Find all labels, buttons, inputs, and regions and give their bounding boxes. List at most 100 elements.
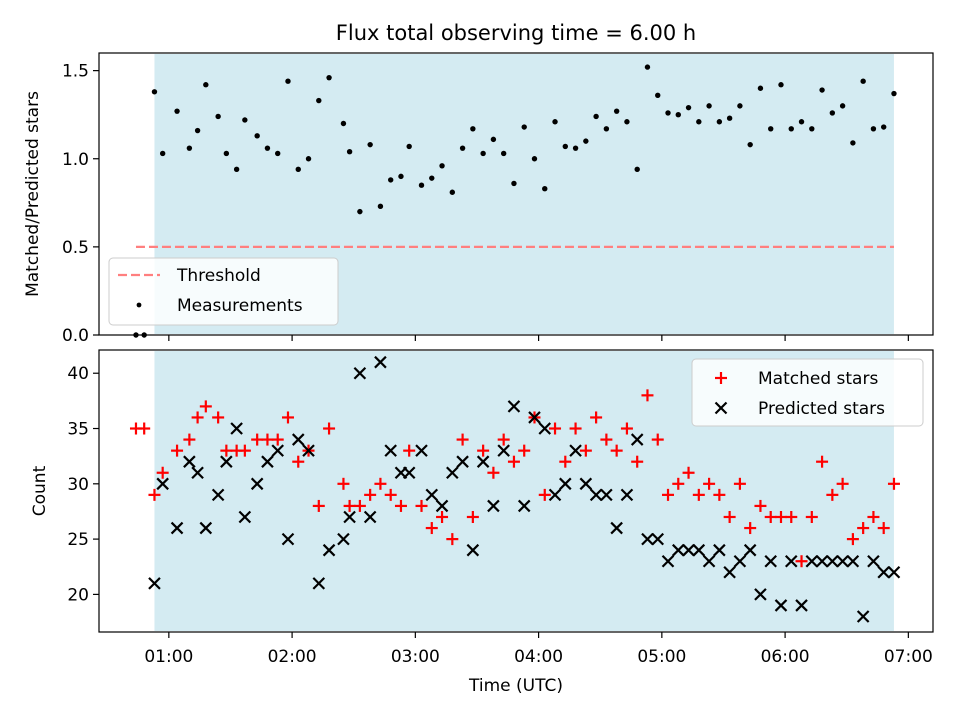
measurement-point — [159, 150, 166, 157]
predicted-star-point — [517, 499, 531, 513]
matched-star-point — [590, 411, 603, 424]
measurement-point — [788, 126, 794, 132]
predicted-star-point — [887, 566, 901, 579]
predicted-star-point — [322, 543, 336, 557]
matched-star-point — [487, 466, 500, 479]
measurement-point — [613, 108, 620, 114]
matched-star-point — [651, 433, 664, 446]
measurement-point — [634, 166, 640, 173]
predicted-star-point — [672, 543, 685, 557]
predicted-star-point — [856, 610, 870, 623]
matched-star-point — [337, 477, 350, 490]
measurement-point — [194, 127, 201, 134]
matched-star-point — [610, 444, 623, 457]
measurement-point — [186, 145, 193, 151]
measurement-point — [880, 124, 887, 130]
matched-star-point — [251, 433, 264, 446]
matched-star-point — [682, 466, 695, 479]
measurement-point — [870, 126, 877, 132]
predicted-star-point — [425, 488, 439, 502]
measurement-point — [655, 92, 661, 99]
predicted-star-point — [446, 466, 459, 480]
measurement-point — [326, 74, 332, 81]
matched-star-point — [672, 477, 685, 490]
matched-star-point — [692, 488, 705, 501]
matched-star-point — [477, 444, 490, 457]
predicted-star-point — [487, 499, 500, 513]
matched-star-point — [292, 455, 305, 468]
predicted-legend-label: Predicted stars — [758, 399, 885, 419]
predicted-legend-marker — [714, 401, 728, 415]
measurement-point — [726, 115, 733, 121]
measurement-point — [542, 186, 548, 192]
predicted-star-point — [559, 477, 572, 491]
measurement-point — [829, 110, 836, 116]
matched-star-point — [312, 499, 325, 512]
ratio-panel-legend: Threshold Measurements — [108, 257, 339, 326]
count-y-tick-label: 40 — [67, 364, 89, 384]
predicted-star-point — [384, 444, 397, 457]
predicted-star-point — [774, 599, 788, 612]
predicted-star-point — [589, 488, 603, 502]
ratio-panel: 0.0 0.5 1.0 1.5 Matched/Predicted stars Thr… — [23, 52, 934, 346]
predicted-star-point — [784, 554, 798, 568]
matched-star-point — [518, 444, 531, 457]
predicted-star-point — [148, 577, 161, 590]
predicted-star-point — [281, 532, 295, 546]
matched-star-point — [641, 389, 654, 402]
count-x-tick-label: 05:00 — [637, 647, 686, 667]
count-y-tick-label: 30 — [67, 475, 89, 495]
measurement-point — [406, 143, 412, 150]
ratio-y-tick-label: 0.5 — [62, 238, 89, 258]
measurement-point — [439, 163, 445, 169]
matched-star-point — [394, 499, 407, 512]
predicted-star-point — [191, 466, 204, 480]
matched-star-point — [415, 499, 428, 512]
measurement-point — [562, 143, 569, 150]
matched-star-point — [261, 433, 274, 446]
matched-star-point — [744, 522, 757, 535]
count-x-tick-label: 07:00 — [884, 647, 933, 667]
predicted-star-point — [415, 444, 428, 457]
predicted-star-point — [805, 554, 819, 568]
predicted-star-point — [743, 543, 757, 557]
predicted-star-point — [826, 554, 839, 568]
measurement-point — [500, 150, 507, 157]
predicted-star-point — [630, 433, 644, 446]
count-panel-y-label: Count — [30, 465, 50, 516]
measurement-point — [572, 145, 579, 151]
matched-star-point — [887, 477, 900, 490]
measurement-point — [685, 104, 692, 111]
matched-star-point — [497, 433, 510, 446]
measurement-point — [768, 126, 774, 132]
predicted-star-point — [156, 477, 169, 491]
matched-star-point — [353, 499, 366, 512]
count-x-tick-label: 01:00 — [144, 647, 193, 667]
matched-star-point — [569, 422, 582, 435]
predicted-star-point — [723, 566, 736, 579]
matched-star-point — [723, 510, 736, 523]
measurement-point — [203, 82, 209, 88]
matched-star-point — [785, 510, 798, 523]
predicted-star-point — [713, 543, 726, 557]
measurement-point — [377, 203, 384, 210]
predicted-star-point — [538, 422, 552, 435]
count-x-tick-label: 06:00 — [761, 647, 810, 667]
measurement-point — [675, 111, 681, 118]
matched-star-point — [403, 444, 416, 457]
matched-star-point — [281, 411, 294, 424]
predicted-star-point — [651, 532, 665, 546]
measurement-point — [254, 133, 260, 139]
predicted-star-point — [764, 554, 777, 568]
predicted-star-point — [733, 554, 747, 568]
predicted-star-point — [250, 477, 264, 491]
predicted-star-point — [271, 444, 284, 457]
predicted-star-point — [548, 488, 562, 502]
predicted-star-point — [836, 554, 849, 568]
predicted-star-point — [754, 588, 767, 601]
matched-star-point — [816, 455, 829, 468]
predicted-star-point — [402, 466, 416, 480]
predicted-star-point — [220, 455, 233, 468]
matched-star-point — [220, 444, 233, 457]
